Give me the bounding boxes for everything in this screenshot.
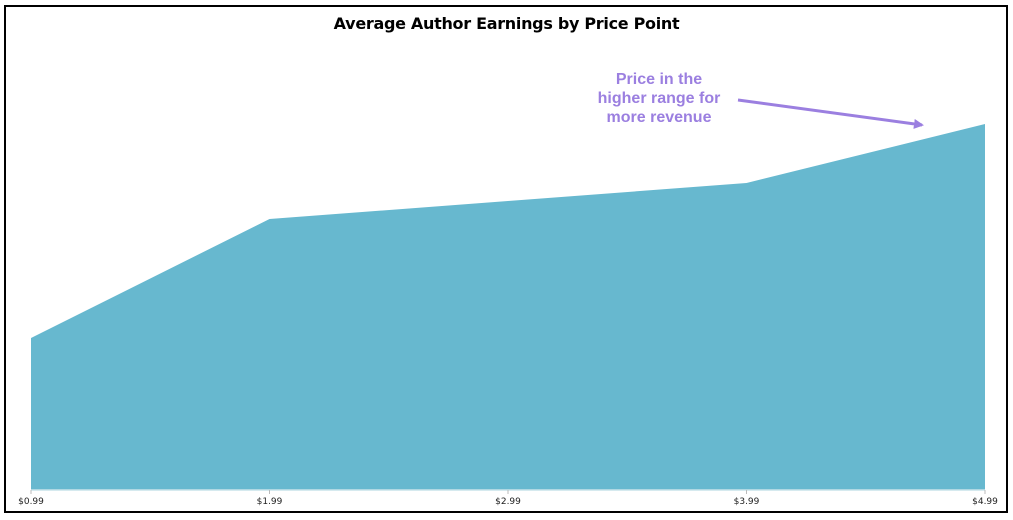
callout-annotation: Price in the higher range for more reven… — [574, 70, 744, 127]
annotation-line: more revenue — [606, 109, 712, 126]
area-series — [31, 124, 985, 490]
x-tick-label: $0.99 — [18, 497, 44, 507]
annotation-line: higher range for — [597, 90, 721, 107]
annotation-arrow — [737, 98, 924, 129]
x-tick-label: $3.99 — [733, 497, 760, 507]
x-axis-ticks — [30, 490, 986, 494]
x-tick-label: $2.99 — [495, 497, 521, 507]
chart-title: Average Author Earnings by Price Point — [333, 14, 680, 33]
x-tick-label: $4.99 — [972, 497, 998, 507]
x-tick-label: $1.99 — [256, 497, 283, 507]
annotation-line: Price in the — [615, 71, 703, 88]
